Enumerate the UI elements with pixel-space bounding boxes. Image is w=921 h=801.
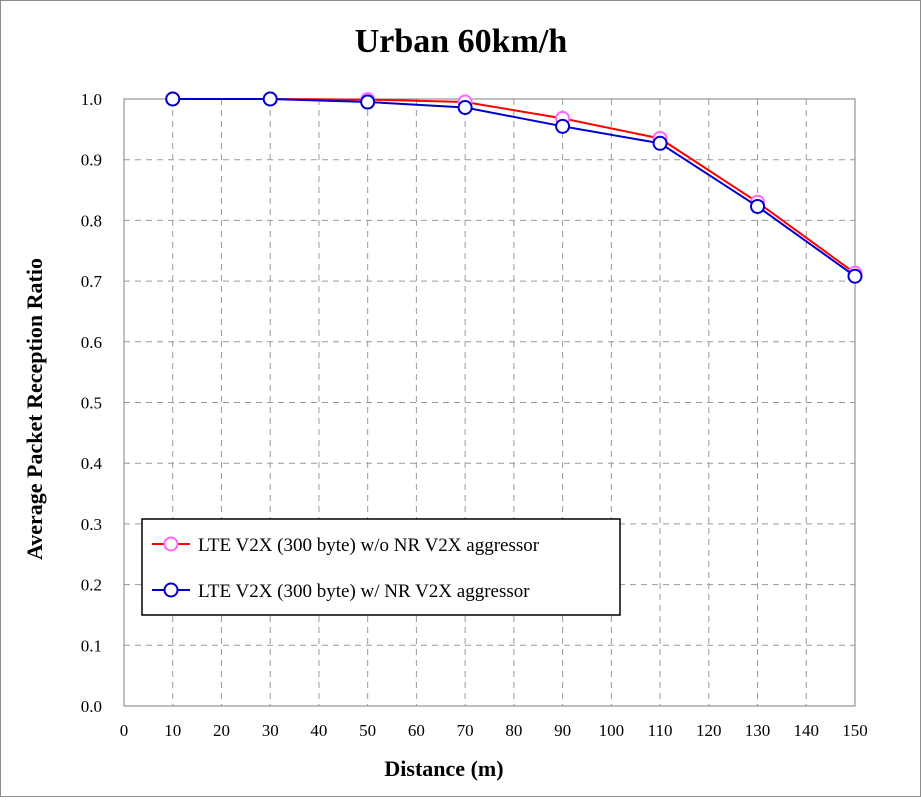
y-tick-label: 0.6 — [81, 333, 102, 352]
legend-marker-series-1 — [163, 536, 179, 552]
y-axis-ticks: 0.0 0.1 0.2 0.3 0.4 0.5 0.6 0.7 0.8 0.9 1.0 — [81, 90, 103, 716]
x-tick-label: 60 — [408, 721, 425, 740]
series-2-point — [360, 94, 376, 110]
x-tick-label: 30 — [262, 721, 279, 740]
grid — [124, 98, 856, 706]
y-tick-label: 0.9 — [81, 151, 102, 170]
x-tick-label: 120 — [696, 721, 722, 740]
y-tick-label: 0.3 — [81, 515, 102, 534]
y-tick-label: 0.7 — [81, 272, 103, 291]
chart-title: Urban 60km/h — [355, 23, 568, 60]
x-tick-label: 90 — [554, 721, 571, 740]
x-tick-label: 80 — [505, 721, 522, 740]
y-tick-label: 0.0 — [81, 697, 102, 716]
x-tick-label: 50 — [359, 721, 376, 740]
x-tick-label: 140 — [794, 721, 820, 740]
x-tick-label: 110 — [648, 721, 673, 740]
x-tick-label: 10 — [164, 721, 181, 740]
y-tick-label: 0.2 — [81, 576, 102, 595]
legend-box — [141, 518, 621, 616]
x-tick-label: 100 — [599, 721, 625, 740]
series-2-point — [847, 268, 863, 284]
series-2 — [165, 91, 863, 284]
legend-marker-series-2 — [163, 582, 179, 598]
series-2-line — [172, 98, 856, 278]
x-axis-title: Distance (m) — [384, 756, 503, 781]
x-tick-label: 150 — [842, 721, 868, 740]
x-tick-label: 0 — [120, 721, 129, 740]
y-tick-label: 1.0 — [81, 90, 102, 109]
series-2-point — [262, 91, 278, 107]
x-tick-label: 70 — [457, 721, 474, 740]
y-tick-label: 0.1 — [81, 636, 102, 655]
legend: LTE V2X (300 byte) w/o NR V2X aggressor … — [141, 518, 621, 616]
y-axis-title: Average Packet Reception Ratio — [22, 258, 47, 560]
legend-label-series-2: LTE V2X (300 byte) w/ NR V2X aggressor — [198, 581, 530, 602]
series-2-point — [457, 99, 473, 115]
series-2-point — [652, 135, 668, 151]
x-tick-label: 20 — [213, 721, 230, 740]
plot-area — [123, 98, 856, 707]
y-tick-label: 0.8 — [81, 211, 102, 230]
series-2-point — [555, 118, 571, 134]
y-tick-label: 0.4 — [81, 454, 103, 473]
series-1 — [165, 91, 863, 281]
y-tick-label: 0.5 — [81, 394, 102, 413]
x-axis-ticks: 0 10 20 30 40 50 60 70 80 90 100 110 120 130 140 150 — [120, 721, 868, 740]
x-tick-label: 130 — [745, 721, 771, 740]
x-tick-label: 40 — [310, 721, 327, 740]
series-2-point — [750, 198, 766, 214]
series — [165, 91, 863, 284]
legend-label-series-1: LTE V2X (300 byte) w/o NR V2X aggressor — [198, 535, 540, 556]
series-2-point — [165, 91, 181, 107]
